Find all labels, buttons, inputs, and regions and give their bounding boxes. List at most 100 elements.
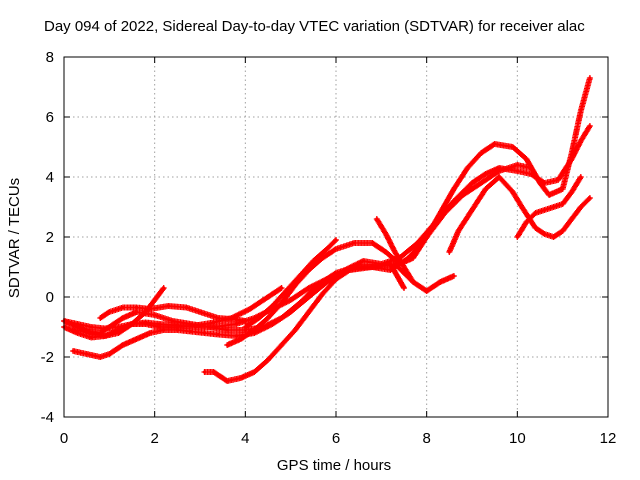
data-point [153,298,157,302]
data-point [411,256,415,260]
data-point [189,329,193,334]
data-point [207,325,211,329]
data-point [320,256,324,260]
data-point [470,181,474,185]
data-point [388,262,392,266]
data-point [289,310,293,314]
data-point [515,169,519,173]
data-point [234,317,238,322]
data-point [384,232,388,236]
data-point [153,313,157,317]
data-point [452,187,456,191]
data-point [280,286,284,290]
data-point [515,235,519,239]
series-track-9 [201,261,407,384]
data-point [334,247,338,251]
data-point [425,289,429,293]
data-point [452,199,456,203]
data-point [121,343,125,347]
data-point [225,328,229,332]
data-point [130,322,134,326]
data-point [98,316,102,320]
data-point [266,295,270,299]
x-tick-label: 8 [422,430,430,447]
data-point [552,235,556,239]
data-point [511,145,515,149]
data-point [334,238,338,242]
y-tick-label: 4 [46,169,54,186]
data-point [579,109,583,113]
data-point [384,250,388,254]
data-point [270,304,275,308]
data-point [76,325,80,329]
data-point [524,157,529,161]
data-point [270,322,275,326]
data-series [61,75,593,384]
data-point [402,286,406,290]
data-point [520,205,524,209]
series-track-7 [224,75,593,348]
data-point [243,325,247,329]
x-tick-label: 12 [600,430,617,447]
data-point [252,370,256,374]
data-point [85,352,89,356]
data-point [533,226,538,230]
data-point [402,265,406,269]
data-point [375,265,379,269]
data-point [484,172,488,176]
chart-title: Day 094 of 2022, Sidereal Day-to-day VTE… [44,18,585,35]
data-point [103,334,107,338]
data-point [280,343,284,347]
data-point [157,322,161,326]
data-point [375,217,379,221]
y-tick-label: 6 [46,109,54,126]
data-point [216,316,220,320]
data-point [411,280,415,284]
data-point [515,163,519,167]
data-point [89,325,93,329]
data-point [202,370,207,374]
data-point [352,241,356,245]
data-point [162,328,166,332]
data-point [542,232,547,236]
data-point [89,331,93,335]
data-point [89,335,93,340]
y-tick-label: -2 [41,349,54,366]
x-axis-label: GPS time / hours [277,457,391,474]
axis-ticks: 0 2 4 6 8 10 12 -4 -2 0 2 4 6 8 [41,49,617,447]
data-point [257,316,261,320]
series-track-10 [373,216,417,285]
data-point [121,316,125,320]
data-point [579,139,583,143]
data-point [325,280,329,284]
data-point [547,193,551,197]
data-point [266,358,270,362]
data-point [107,325,111,329]
data-point [588,196,592,200]
data-point [107,310,111,314]
data-point [71,328,75,332]
data-point [325,247,329,251]
data-point [588,124,592,128]
data-point [189,322,193,326]
data-point [561,229,565,233]
data-point [144,320,148,325]
series-track-8 [242,237,339,330]
data-point [198,310,202,314]
data-point [542,208,547,212]
x-tick-label: 4 [241,430,249,447]
data-point [162,286,166,290]
data-point [121,305,125,310]
series-track-11 [446,174,593,255]
data-point [552,205,556,209]
data-point [234,334,238,338]
data-point [307,295,311,299]
data-point [248,307,252,311]
data-point [225,343,229,347]
data-point [497,175,501,179]
data-point [447,250,451,254]
data-point [216,332,220,337]
data-point [361,265,365,269]
data-point [561,202,565,206]
data-point [175,323,179,328]
